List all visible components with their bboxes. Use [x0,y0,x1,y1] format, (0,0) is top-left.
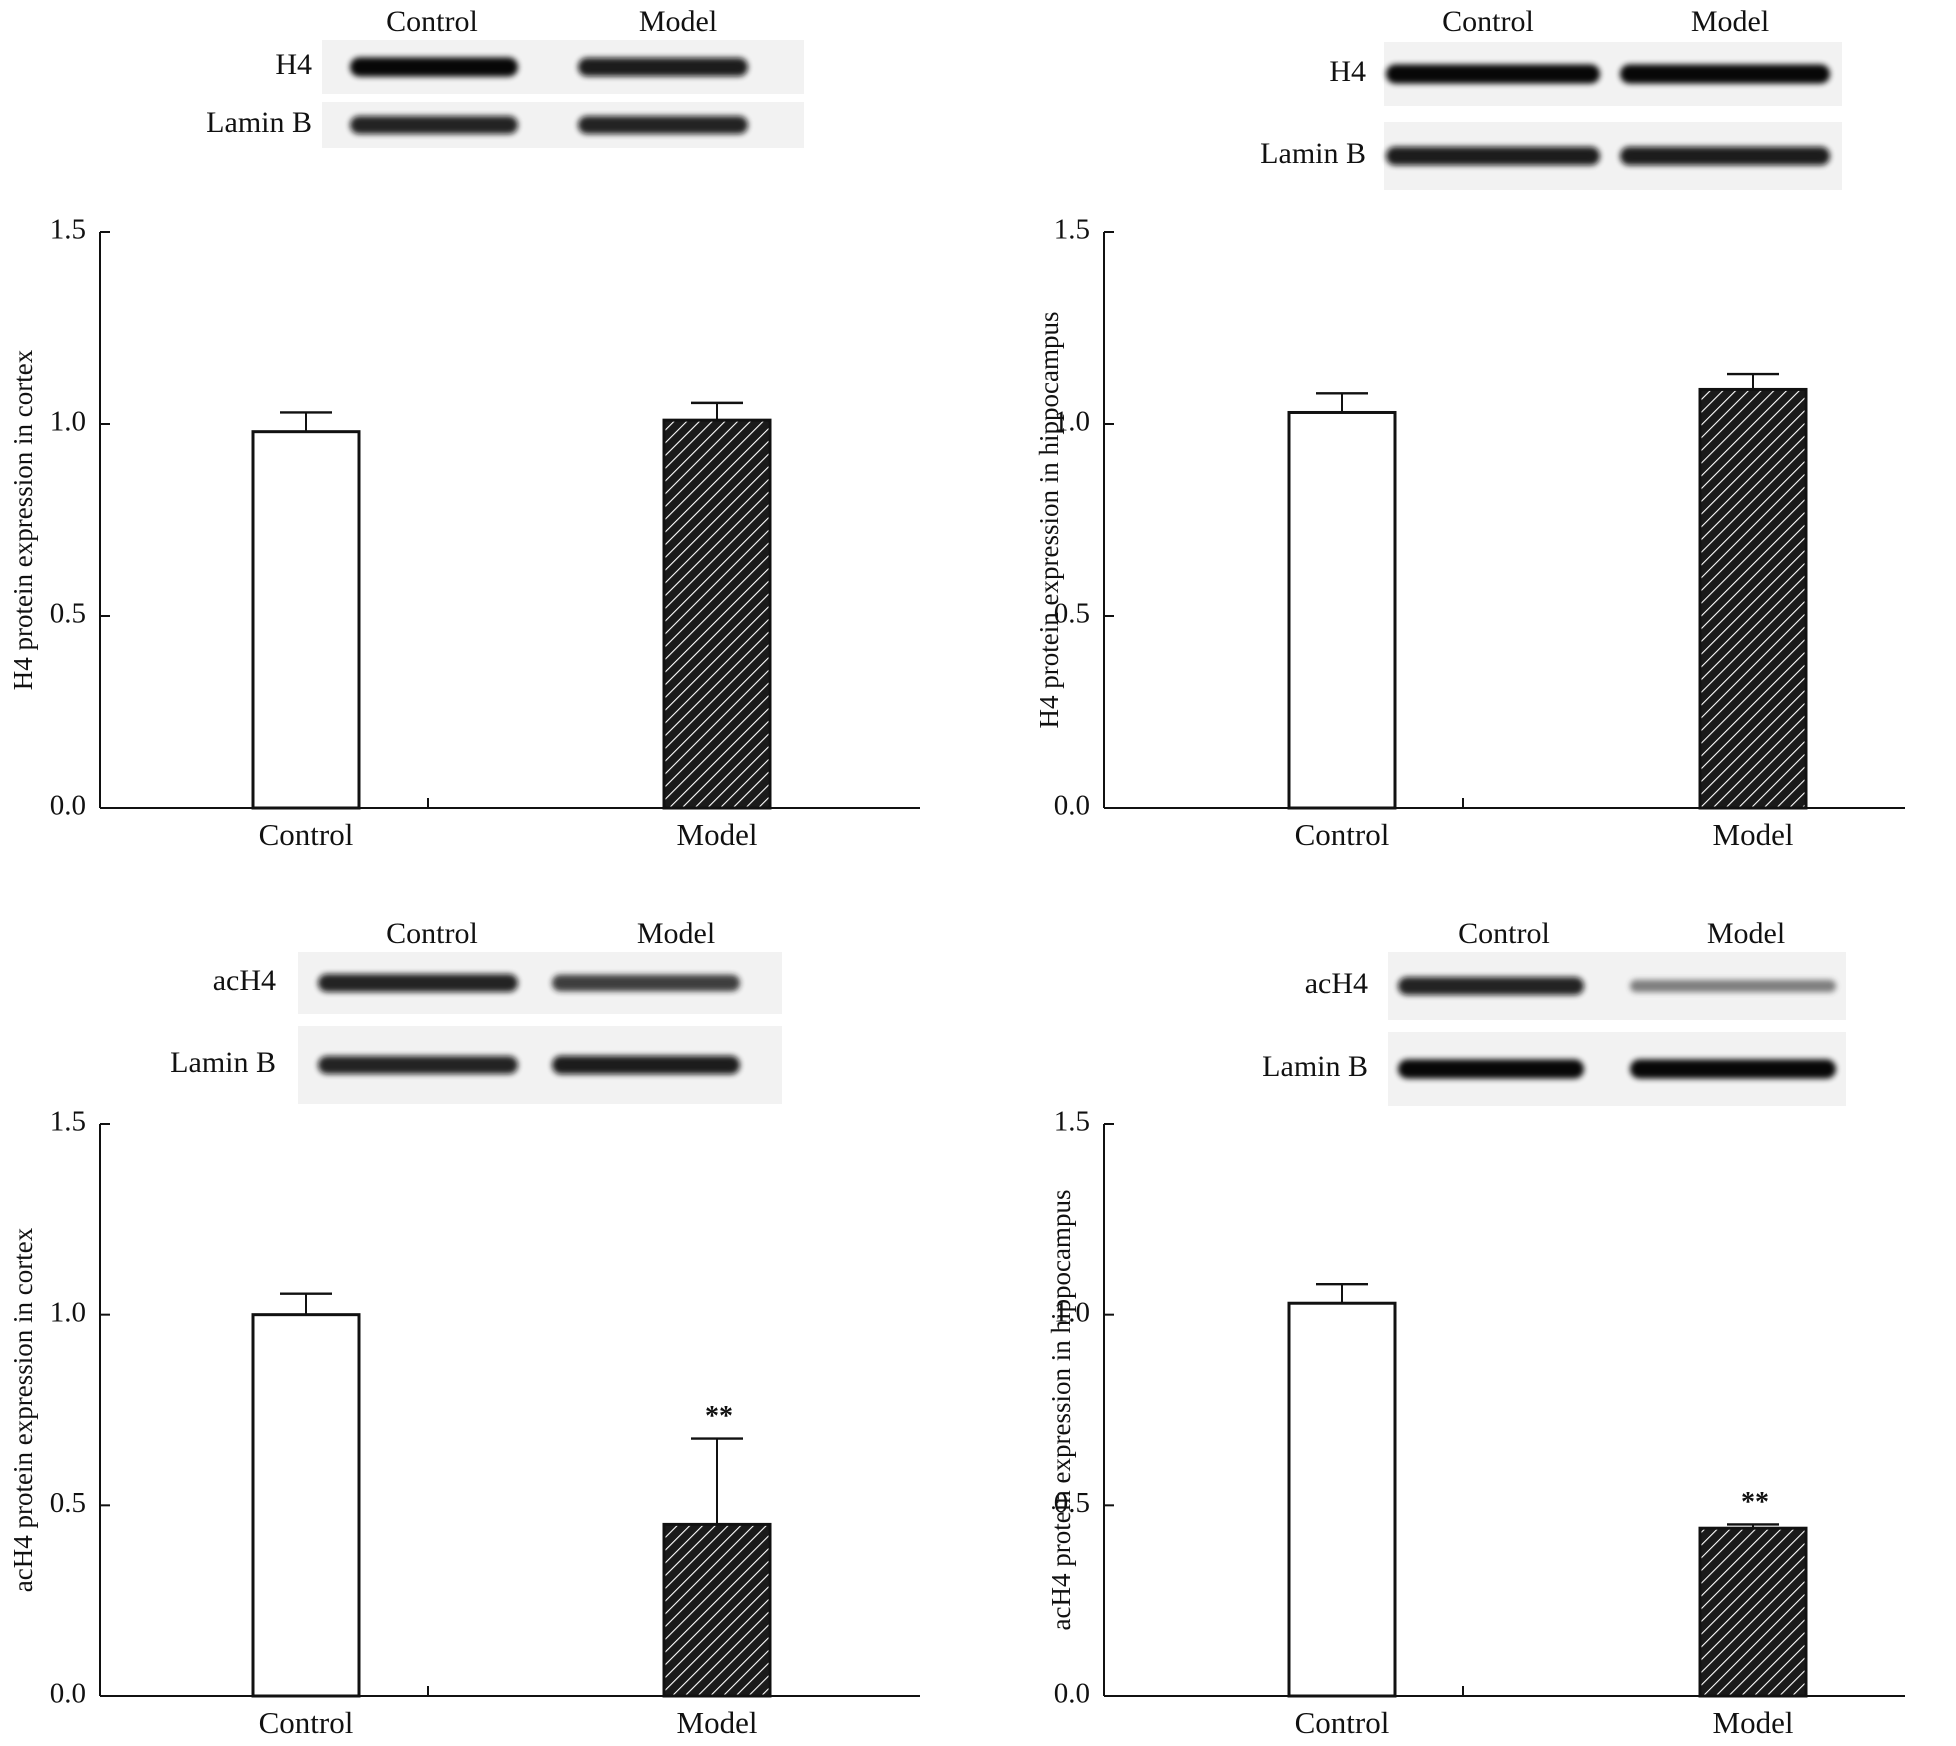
blot-band [1630,979,1836,993]
blot-band [1620,146,1830,166]
y-tick-label: 1.5 [1054,214,1090,246]
blot-lane-label: Control [1458,917,1550,950]
blot-lane-label: Control [1442,5,1534,38]
y-tick-label: 0.0 [50,1678,86,1710]
x-category-label: Model [677,817,758,852]
bar-control [251,1313,361,1698]
blot-band [578,116,748,134]
y-tick-label: 1.0 [50,406,86,438]
blot-row-label: Lamin B [170,1046,276,1079]
blot-band [1620,64,1830,84]
x-category-label: Control [259,1705,354,1740]
western-blot: Control Model acH4 Lamin B [170,917,782,1104]
significance-marker: ** [705,1401,733,1432]
y-tick-label: 0.5 [50,1487,86,1519]
x-category-label: Model [677,1705,758,1740]
western-blot: Control Model H4 Lamin B [206,5,804,148]
blot-row-label: acH4 [213,964,276,997]
y-axis-title: H4 protein expression in cortex [8,349,38,690]
blot-band [350,116,518,134]
y-tick-label: 0.0 [1054,1678,1090,1710]
blot-band [578,57,748,77]
significance-marker: ** [1741,1487,1769,1518]
y-axis-title: H4 protein expression in hippocampus [1034,312,1064,729]
bar-model [662,1522,772,1698]
x-category-label: Control [1295,1705,1390,1740]
bar-control [1287,410,1397,810]
blot-row-label: Lamin B [1260,137,1366,170]
blot-lane-label: Model [1691,5,1769,38]
y-tick-label: 1.0 [1054,406,1090,438]
panel-ach4-hippocampus: Control Model acH4 Lamin B 0.0 0.5 1.0 1.5 acH4 … [1046,917,1905,1740]
blot-row-label: Lamin B [1262,1050,1368,1083]
bar-model [1698,1526,1808,1698]
y-tick-label: 1.5 [50,1106,86,1138]
y-tick-label: 0.0 [1054,790,1090,822]
y-axis-title: acH4 protein expression in hippocampus [1046,1190,1076,1631]
blot-band [318,1056,518,1074]
y-tick-label: 1.5 [1054,1106,1090,1138]
blot-band [1630,1059,1836,1079]
blot-row-label: H4 [275,48,312,81]
bar-model [1698,387,1808,810]
x-category-label: Control [1295,817,1390,852]
blot-band [552,974,740,992]
blot-band [1398,977,1584,995]
y-tick-label: 0.0 [50,790,86,822]
blot-row-label: acH4 [1305,967,1368,1000]
blot-band [350,57,518,77]
blot-lane-label: Model [637,917,715,950]
y-tick-label: 0.5 [50,598,86,630]
y-tick-label: 1.0 [50,1296,86,1328]
panel-ach4-cortex: Control Model acH4 Lamin B 0.0 0.5 1.0 1.5 acH4 … [8,917,920,1740]
y-axis-title: acH4 protein expression in cortex [8,1227,38,1592]
blot-row-label: H4 [1329,55,1366,88]
blot-lane-label: Model [1707,917,1785,950]
x-category-label: Model [1713,817,1794,852]
bar-control [1287,1301,1397,1698]
x-category-label: Model [1713,1705,1794,1740]
blot-band [1386,146,1600,166]
blot-band [1398,1059,1584,1079]
y-tick-label: 0.5 [1054,1487,1090,1519]
bar-model [662,418,772,810]
blot-lane-label: Control [386,5,478,38]
bar-control [251,430,361,810]
panel-h4-hippocampus: Control Model H4 Lamin B 0.0 0.5 1.0 1.5 H4 prot… [1034,5,1905,852]
blot-row-label: Lamin B [206,106,312,139]
western-blot: Control Model acH4 Lamin B [1262,917,1846,1106]
y-tick-label: 0.5 [1054,598,1090,630]
y-tick-label: 1.0 [1054,1296,1090,1328]
western-blot: Control Model H4 Lamin B [1260,5,1842,190]
blot-lane-label: Control [386,917,478,950]
blot-band [552,1055,740,1075]
blot-lane-label: Model [639,5,717,38]
y-tick-label: 1.5 [50,214,86,246]
panel-h4-cortex: Control Model H4 Lamin B 0.0 0.5 1.0 1.5 H4 prot… [8,5,920,852]
blot-band [318,974,518,992]
blot-band [1386,64,1600,84]
x-category-label: Control [259,817,354,852]
